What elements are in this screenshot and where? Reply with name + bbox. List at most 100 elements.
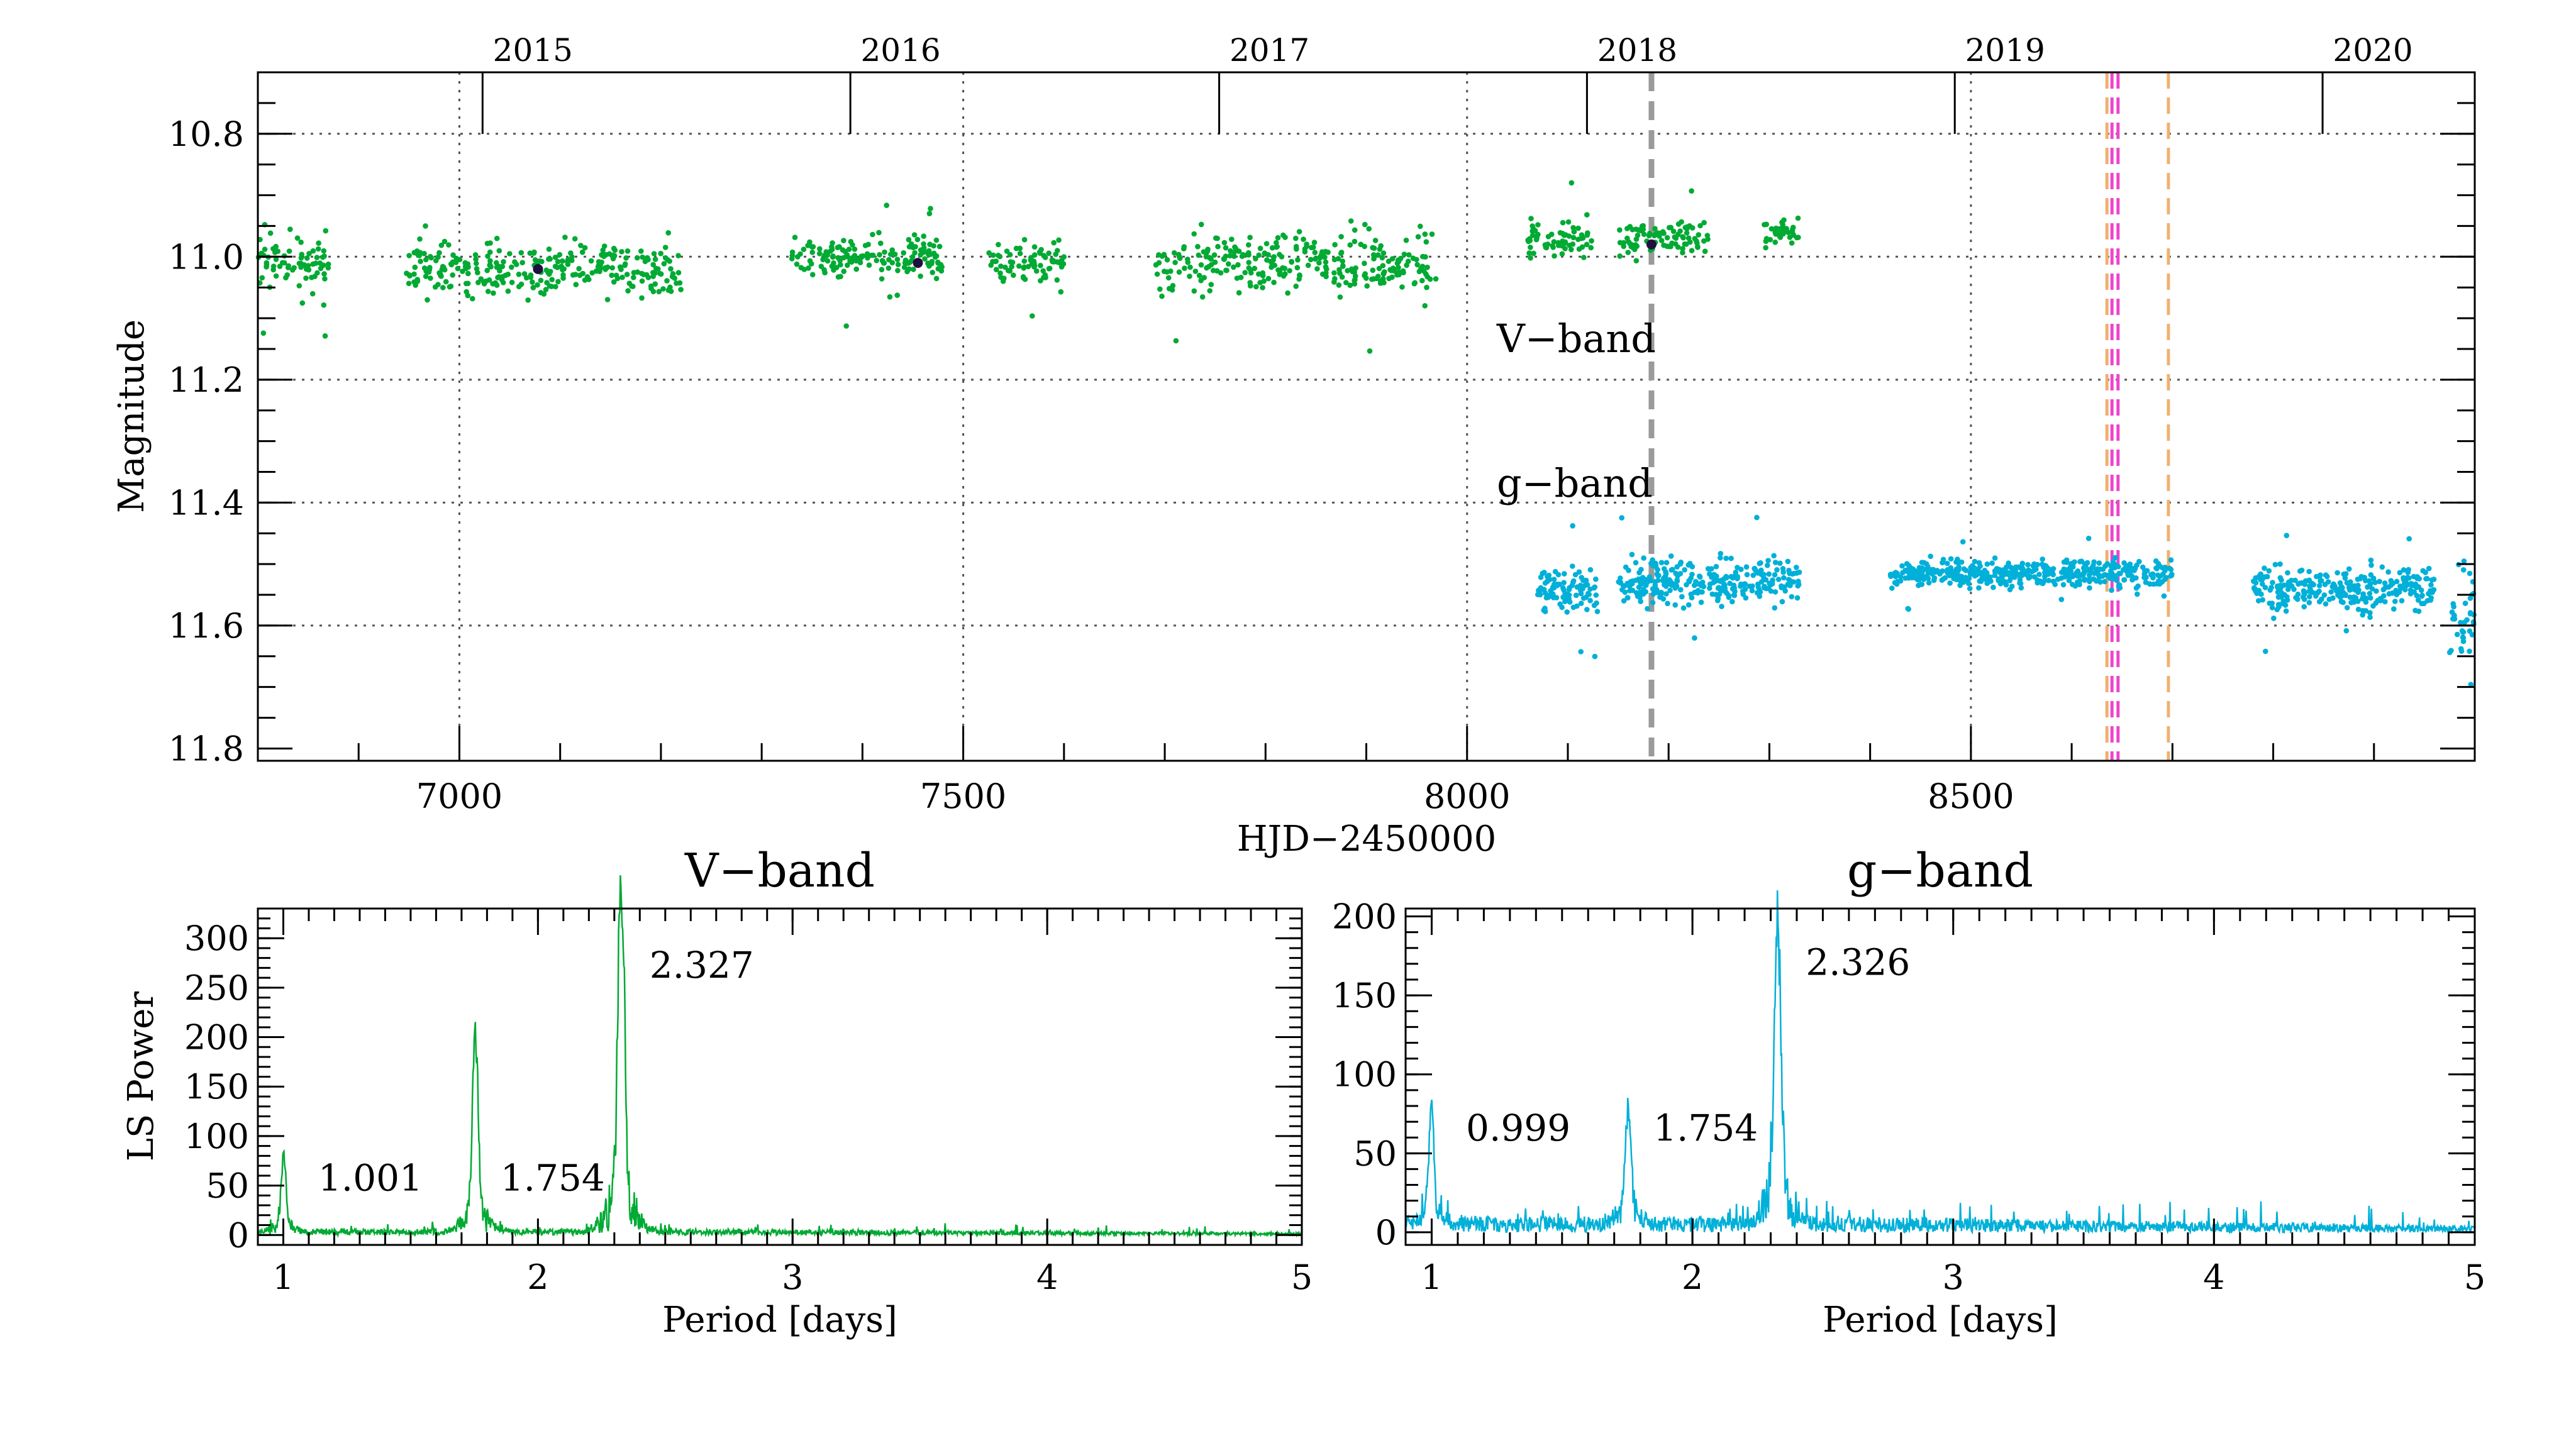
photometry-point bbox=[604, 264, 611, 270]
photometry-point bbox=[2318, 578, 2324, 583]
photometry-point bbox=[1211, 252, 1218, 258]
photometry-point bbox=[1786, 577, 1792, 582]
photometry-point bbox=[906, 266, 912, 272]
photometry-point bbox=[1381, 280, 1387, 285]
photometry-point bbox=[1575, 225, 1581, 231]
photometry-point bbox=[2462, 619, 2468, 626]
photometry-point bbox=[519, 260, 525, 266]
photometry-point bbox=[1743, 564, 1750, 570]
hjd-tick-label: 8500 bbox=[1928, 777, 2014, 816]
photometry-point bbox=[2404, 575, 2411, 580]
photometry-point bbox=[1578, 590, 1584, 597]
photometry-point bbox=[1675, 244, 1681, 250]
photometry-point bbox=[1578, 649, 1584, 655]
photometry-point bbox=[2402, 583, 2409, 589]
photometry-point bbox=[1668, 567, 1674, 573]
photometry-point bbox=[1009, 260, 1016, 265]
photometry-point bbox=[1017, 250, 1023, 257]
photometry-point bbox=[423, 257, 429, 263]
photometry-point bbox=[287, 226, 293, 233]
photometry-point bbox=[1794, 565, 1799, 570]
photometry-point bbox=[822, 252, 828, 258]
photometry-point bbox=[438, 242, 445, 248]
photometry-point bbox=[1777, 560, 1783, 566]
photometry-point bbox=[789, 256, 795, 262]
photometry-point bbox=[290, 267, 296, 273]
photometry-point bbox=[1578, 600, 1584, 606]
photometry-point bbox=[1389, 256, 1396, 262]
photometry-point bbox=[887, 294, 893, 300]
light-curve-frame bbox=[257, 71, 2476, 762]
photometry-point bbox=[838, 262, 843, 268]
photometry-point bbox=[2116, 582, 2123, 588]
photometry-point bbox=[1352, 278, 1357, 284]
photometry-point bbox=[1763, 221, 1769, 228]
photometry-point bbox=[573, 282, 579, 287]
photometry-point bbox=[1410, 255, 1416, 262]
photometry-point bbox=[630, 284, 636, 289]
photometry-point bbox=[2426, 590, 2431, 597]
photometry-point bbox=[996, 241, 1001, 248]
photometry-point bbox=[1709, 566, 1714, 572]
photometry-point bbox=[1042, 255, 1048, 260]
photometry-point bbox=[805, 243, 811, 248]
photometry-point bbox=[1570, 523, 1575, 529]
photometry-point bbox=[1423, 239, 1430, 245]
power-tick-label: 300 bbox=[184, 919, 249, 958]
photometry-point bbox=[1655, 572, 1661, 578]
photometry-point bbox=[1246, 260, 1252, 265]
photometry-point bbox=[425, 297, 430, 303]
photometry-point bbox=[1955, 556, 1960, 562]
photometry-point bbox=[270, 246, 276, 251]
photometry-point bbox=[1669, 240, 1675, 246]
photometry-point bbox=[1566, 587, 1572, 592]
photometry-point bbox=[631, 275, 636, 280]
photometry-point bbox=[879, 258, 886, 263]
photometry-point bbox=[275, 248, 281, 255]
photometry-point bbox=[552, 254, 558, 260]
photometry-point bbox=[1916, 565, 1923, 571]
photometry-point bbox=[2025, 561, 2031, 568]
photometry-point bbox=[1396, 258, 1402, 265]
photometry-point bbox=[1526, 250, 1532, 256]
photometry-point bbox=[1240, 251, 1246, 258]
photometry-point bbox=[1020, 274, 1026, 280]
photometry-point bbox=[623, 255, 629, 261]
photometry-point bbox=[1411, 280, 1418, 287]
photometry-point bbox=[1689, 595, 1695, 600]
photometry-point bbox=[2390, 580, 2396, 586]
photometry-point bbox=[1548, 588, 1553, 594]
photometry-point bbox=[2012, 574, 2018, 580]
photometry-point bbox=[993, 258, 999, 264]
photometry-point bbox=[1672, 602, 1678, 608]
photometry-point bbox=[319, 254, 326, 260]
photometry-point bbox=[2316, 583, 2323, 589]
photometry-point bbox=[1011, 272, 1016, 279]
photometry-point bbox=[1564, 609, 1570, 615]
photometry-point bbox=[1967, 585, 1973, 592]
photometry-point bbox=[2468, 682, 2474, 687]
photometry-point bbox=[829, 246, 835, 253]
photometry-point bbox=[609, 265, 615, 271]
photometry-point bbox=[1242, 270, 1248, 275]
photometry-point bbox=[2065, 566, 2070, 573]
photometry-point bbox=[418, 258, 423, 265]
photometry-point bbox=[2392, 599, 2398, 604]
photometry-point bbox=[453, 255, 459, 262]
photometry-point bbox=[656, 289, 662, 295]
photometry-point bbox=[1653, 560, 1658, 566]
photometry-point bbox=[1301, 236, 1306, 242]
photometry-point bbox=[2263, 648, 2268, 655]
photometry-point bbox=[1187, 274, 1192, 279]
photometry-point bbox=[1663, 571, 1669, 577]
photometry-point bbox=[1586, 592, 1592, 597]
photometry-point bbox=[1348, 218, 1354, 224]
photometry-point bbox=[2318, 572, 2323, 578]
photometry-point bbox=[895, 268, 901, 274]
photometry-point bbox=[2347, 582, 2353, 588]
photometry-point bbox=[1641, 231, 1647, 237]
photometry-point bbox=[1274, 240, 1279, 246]
photometry-point bbox=[562, 235, 568, 240]
photometry-point bbox=[1541, 607, 1546, 613]
photometry-point bbox=[1231, 264, 1236, 270]
